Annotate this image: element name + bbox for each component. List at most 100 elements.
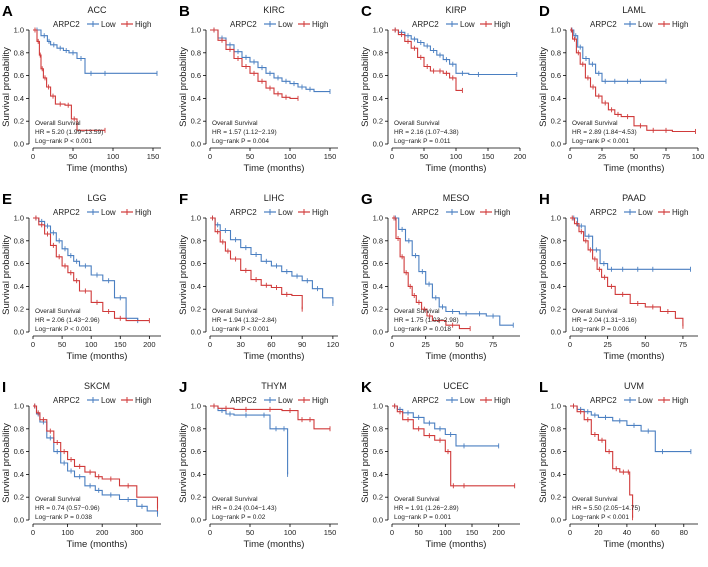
y-tick-label: 0.6	[191, 447, 201, 456]
panel-d: D LAML ARPC2 Low High 0.0 0.2 0.4 0.6 0.8 1.0 0 25 50…	[538, 3, 704, 174]
x-axis-label: Time (months)	[244, 351, 305, 362]
legend-label-low: Low	[278, 396, 293, 405]
legend-label-high: High	[312, 396, 328, 405]
stats-pval: Log−rank P < 0.001	[572, 138, 629, 145]
curve-low	[392, 217, 514, 326]
x-axis-label: Time (months)	[426, 351, 487, 362]
legend-label-high: High	[494, 396, 510, 405]
panel-l: L UVM ARPC2 Low High 0.0 0.2 0.4 0.6 0.8 1.0 0 20 40 6…	[538, 379, 698, 550]
x-tick-label: 30	[237, 340, 245, 349]
y-axis-label: Survival probability	[1, 47, 12, 127]
y-tick-label: 0.6	[191, 71, 201, 80]
legend-title: ARPC2	[53, 396, 80, 405]
legend: ARPC2 Low High	[53, 396, 151, 405]
x-tick-label: 0	[208, 340, 212, 349]
legend-label-high: High	[494, 20, 510, 29]
x-tick-label: 60	[651, 528, 659, 537]
panel-letter: L	[539, 379, 548, 396]
y-axis-label: Survival probability	[360, 235, 371, 315]
y-tick-label: 0.6	[14, 71, 24, 80]
panel-i: I SKCM ARPC2 Low High 0.0 0.2 0.4 0.6 0.8 1.0 0 100 2…	[1, 379, 161, 550]
y-tick-label: 1.0	[551, 26, 561, 35]
y-tick-label: 0.2	[191, 305, 201, 314]
y-axis-label: Survival probability	[538, 423, 549, 503]
legend: ARPC2 Low High	[590, 396, 688, 405]
x-tick-label: 200	[514, 152, 527, 161]
stats-title: Overall Survival	[35, 496, 81, 503]
legend-title: ARPC2	[590, 396, 617, 405]
curve-low	[392, 405, 499, 447]
legend-label-low: Low	[460, 396, 475, 405]
y-tick-label: 0.4	[373, 470, 383, 479]
y-tick-label: 0.0	[551, 516, 561, 525]
legend: ARPC2 Low High	[590, 20, 688, 29]
legend-label-low: Low	[101, 20, 116, 29]
legend: ARPC2 Low High	[230, 20, 328, 29]
x-axis-label: Time (months)	[67, 163, 128, 174]
y-tick-label: 0.2	[191, 117, 201, 126]
x-tick-label: 50	[246, 528, 254, 537]
y-tick-label: 0.0	[191, 140, 201, 149]
y-tick-label: 0.8	[191, 48, 201, 57]
y-tick-label: 0.0	[14, 140, 24, 149]
y-tick-label: 0.4	[191, 470, 201, 479]
y-tick-label: 0.0	[191, 516, 201, 525]
stats-title: Overall Survival	[35, 308, 81, 315]
x-tick-label: 50	[69, 152, 77, 161]
panel-e: E LGG ARPC2 Low High 0.0 0.2 0.4 0.6 0.8 1.0 0 50 100…	[1, 191, 161, 362]
legend-label-high: High	[672, 208, 688, 217]
x-tick-label: 0	[31, 528, 35, 537]
y-tick-label: 0.2	[373, 117, 383, 126]
y-tick-label: 1.0	[191, 26, 201, 35]
x-tick-label: 0	[208, 152, 212, 161]
y-tick-label: 0.4	[551, 282, 561, 291]
panel-a: A ACC ARPC2 Low High 0.0 0.2 0.4 0.6 0.8 1.0 0 50 100…	[1, 3, 161, 174]
panel-title: ACC	[87, 5, 107, 15]
x-tick-label: 300	[131, 528, 144, 537]
x-axis-label: Time (months)	[604, 539, 665, 550]
y-axis-label: Survival probability	[178, 235, 189, 315]
curve-low	[392, 29, 517, 76]
curve-high	[392, 29, 463, 91]
x-axis-label: Time (months)	[604, 163, 665, 174]
stats-title: Overall Survival	[212, 120, 258, 127]
curve-low	[570, 405, 691, 453]
x-axis-label: Time (months)	[67, 351, 128, 362]
y-tick-label: 0.2	[14, 117, 24, 126]
curve-low	[210, 29, 330, 93]
legend: ARPC2 Low High	[230, 396, 328, 405]
panel-letter: H	[539, 191, 550, 208]
stats-pval: Log−rank P = 0.001	[394, 514, 451, 521]
panel-j: J THYM ARPC2 Low High 0.0 0.2 0.4 0.6 0.8 1.0 0 50 10…	[178, 379, 338, 550]
x-tick-label: 0	[568, 528, 572, 537]
stats-pval: Log−rank P < 0.001	[35, 138, 92, 145]
stats-hr: HR = 0.24 (0.04−1.43)	[212, 505, 277, 512]
stats-hr: HR = 2.16 (1.07−4.38)	[394, 129, 459, 136]
x-tick-label: 40	[623, 528, 631, 537]
panel-letter: F	[179, 191, 188, 208]
x-tick-label: 100	[439, 528, 452, 537]
y-tick-label: 0.0	[373, 140, 383, 149]
legend-label-high: High	[312, 20, 328, 29]
x-tick-label: 50	[455, 340, 463, 349]
y-tick-label: 0.8	[551, 48, 561, 57]
y-tick-label: 0.8	[373, 424, 383, 433]
legend: ARPC2 Low High	[53, 208, 151, 217]
legend: ARPC2 Low High	[412, 208, 510, 217]
legend-label-low: Low	[460, 208, 475, 217]
curve-low	[570, 29, 666, 82]
legend-label-low: Low	[278, 20, 293, 29]
y-tick-label: 0.8	[373, 236, 383, 245]
y-tick-label: 0.8	[191, 424, 201, 433]
x-tick-label: 50	[641, 340, 649, 349]
y-tick-label: 0.6	[14, 259, 24, 268]
y-axis-label: Survival probability	[360, 423, 371, 503]
y-tick-label: 0.2	[373, 493, 383, 502]
panel-title: LAML	[622, 5, 646, 15]
panel-letter: C	[361, 3, 372, 20]
x-tick-label: 120	[327, 340, 340, 349]
curve-low	[210, 405, 289, 475]
stats-hr: HR = 0.74 (0.57−0.96)	[35, 505, 100, 512]
panel-title: SKCM	[84, 381, 110, 391]
x-tick-label: 75	[662, 152, 670, 161]
